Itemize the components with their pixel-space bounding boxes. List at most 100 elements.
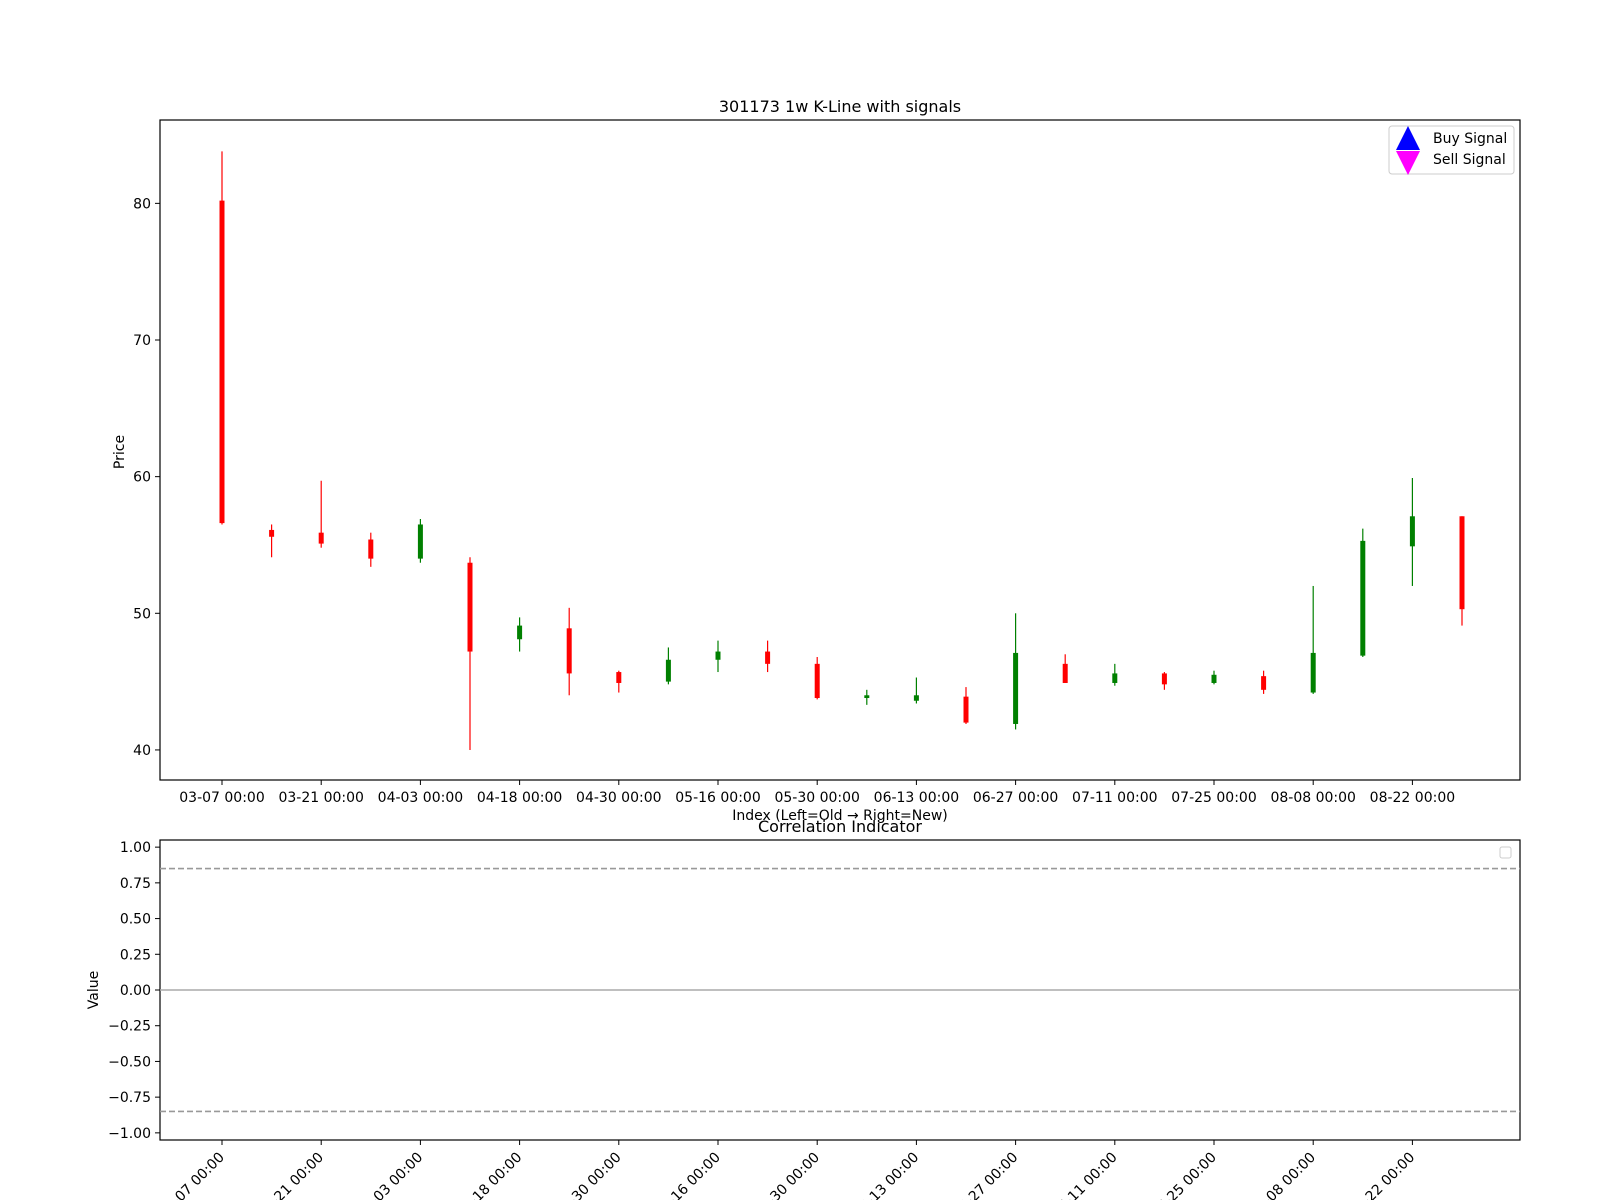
price-plot-frame	[159, 119, 1521, 781]
price-x-axis: 03-07 00:00 03-21 00:00 04-03 00:00 04-18 0…	[179, 780, 1455, 806]
price-y-tick-label: 80	[133, 196, 151, 212]
candle	[1459, 516, 1465, 626]
price-x-tick-label: 04-30 00:00	[576, 790, 661, 806]
candle-body	[467, 562, 473, 652]
candle	[864, 689, 870, 705]
candle-body	[765, 651, 771, 664]
candle	[417, 519, 423, 563]
correlation-y-axis-label: Value	[86, 971, 102, 1009]
correlation-y-tick-label: 0.00	[120, 983, 151, 999]
candle-body	[318, 532, 324, 544]
price-x-tick-label: 08-22 00:00	[1370, 790, 1455, 806]
price-x-tick-label: 06-27 00:00	[973, 790, 1058, 806]
candle	[1112, 663, 1118, 686]
candle	[715, 640, 721, 673]
price-x-tick-label: 03-21 00:00	[278, 790, 363, 806]
candle	[219, 151, 225, 525]
sell-signal-icon	[1396, 151, 1420, 175]
sell-signal-label: Sell Signal	[1433, 152, 1506, 168]
candle	[1409, 478, 1415, 586]
candle	[269, 524, 275, 558]
signal-legend: Buy Signal Sell Signal	[1388, 125, 1515, 175]
candle-body	[517, 625, 523, 640]
candle	[566, 607, 572, 696]
price-y-tick-label: 60	[133, 470, 151, 486]
correlation-y-tick-label: −0.25	[108, 1019, 151, 1035]
candle-body	[616, 672, 622, 683]
correlation-reference-lines	[160, 867, 1520, 1113]
candle-body	[1459, 516, 1465, 610]
candle-body	[1261, 676, 1267, 690]
candle	[1310, 585, 1316, 694]
candle-body	[566, 628, 572, 674]
price-x-tick-label: 05-16 00:00	[675, 790, 760, 806]
candle-body	[963, 696, 969, 723]
price-x-tick-label: 08-08 00:00	[1270, 790, 1355, 806]
candle	[1211, 670, 1217, 685]
price-chart-title: 301173 1w K-Line with signals	[719, 97, 961, 116]
candle-body	[1360, 540, 1366, 656]
correlation-y-tick-label: 1.00	[120, 840, 151, 856]
price-y-axis: 40 50 60 70 80	[133, 196, 160, 759]
candle	[665, 647, 671, 685]
price-x-tick-label: 05-30 00:00	[774, 790, 859, 806]
candle	[913, 677, 919, 704]
candle	[963, 687, 969, 724]
buy-signal-label: Buy Signal	[1433, 131, 1507, 147]
candle	[1360, 528, 1366, 658]
candle-body	[1310, 652, 1316, 693]
candle	[1161, 672, 1167, 690]
candle-body	[1013, 652, 1019, 724]
price-x-tick-label: 04-18 00:00	[477, 790, 562, 806]
correlation-y-tick-label: −0.75	[108, 1090, 151, 1106]
candlestick-series	[219, 151, 1465, 750]
candle-body	[368, 539, 374, 559]
candle-body	[913, 695, 919, 701]
correlation-y-tick-label: −1.00	[108, 1126, 151, 1142]
candle-body	[1062, 663, 1068, 683]
candle-body	[219, 200, 225, 524]
candle-body	[1409, 516, 1415, 547]
price-y-tick-label: 70	[133, 333, 151, 349]
candle	[467, 557, 473, 750]
candle	[368, 532, 374, 567]
correlation-y-tick-label: 0.25	[120, 947, 151, 963]
price-x-tick-label: 07-25 00:00	[1171, 790, 1256, 806]
buy-signal-icon	[1396, 126, 1420, 150]
price-x-tick-label: 06-13 00:00	[874, 790, 959, 806]
candle-body	[1112, 673, 1118, 683]
candle-body	[715, 651, 721, 660]
correlation-chart-title: Correlation Indicator	[758, 817, 922, 836]
candle	[318, 480, 324, 548]
correlation-y-tick-label: 0.75	[120, 876, 151, 892]
candle-body	[269, 529, 275, 537]
price-chart: 301173 1w K-Line with signals 40 50 60 70 80…	[112, 97, 1521, 824]
candle-body	[417, 524, 423, 559]
price-y-tick-label: 50	[133, 606, 151, 622]
candle-body	[1211, 674, 1217, 683]
price-x-tick-label: 07-11 00:00	[1072, 790, 1157, 806]
candle	[814, 657, 820, 700]
candle	[765, 640, 771, 673]
correlation-legend-box	[1499, 846, 1512, 859]
candle	[1261, 670, 1267, 694]
candle-body	[864, 695, 870, 699]
price-y-tick-label: 40	[133, 743, 151, 759]
correlation-y-axis: 1.00 0.75 0.50 0.25 0.00 −0.25 −0.50 −0.75 −1.00	[108, 840, 160, 1142]
correlation-y-tick-label: −0.50	[108, 1054, 151, 1070]
signal-legend-box	[1388, 125, 1515, 175]
candle-body	[814, 663, 820, 699]
candle	[1013, 613, 1019, 730]
candle-body	[665, 659, 671, 682]
price-x-axis-label: Index (Left=Old → Right=New)	[732, 808, 948, 824]
candle-body	[1161, 673, 1167, 685]
price-y-axis-label: Price	[112, 435, 128, 469]
price-x-tick-label: 03-07 00:00	[179, 790, 264, 806]
candle	[616, 670, 622, 693]
correlation-y-tick-label: 0.50	[120, 912, 151, 928]
candle	[517, 617, 523, 652]
candle	[1062, 654, 1068, 683]
price-x-tick-label: 04-03 00:00	[378, 790, 463, 806]
